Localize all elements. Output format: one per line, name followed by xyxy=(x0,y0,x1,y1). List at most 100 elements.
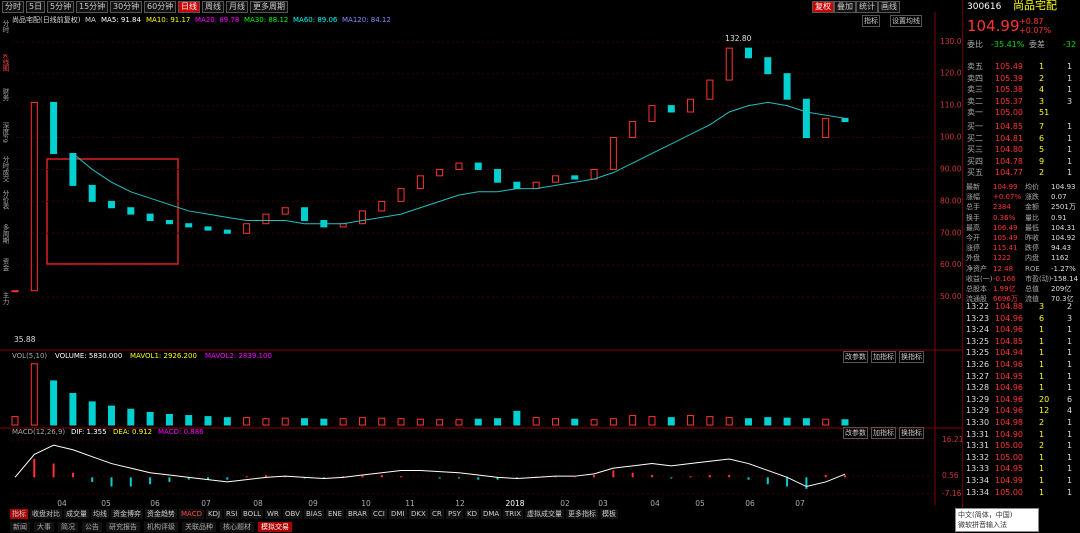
candle xyxy=(397,188,405,202)
indicator-tab[interactable]: DMI xyxy=(389,509,407,519)
indicator-tab[interactable]: DMA xyxy=(481,509,502,519)
tool-button[interactable]: 叠加 xyxy=(834,1,856,13)
volume-bar xyxy=(339,418,347,426)
side-tab[interactable]: 分时成交 xyxy=(1,156,9,182)
indicator-tab[interactable]: CR xyxy=(430,509,444,519)
indicator-tab[interactable]: 资金趋势 xyxy=(145,509,177,519)
level-count: 1 xyxy=(1067,73,1073,83)
indicator-tab[interactable]: CCI xyxy=(371,509,387,519)
indicator-tab[interactable]: 收盘对比 xyxy=(30,509,62,519)
indicator-tab[interactable]: 均线 xyxy=(91,509,109,519)
pane-button[interactable]: 加指标 xyxy=(871,351,896,363)
volume-bar xyxy=(687,415,695,426)
volume-bar xyxy=(667,417,675,426)
candle xyxy=(223,229,231,234)
pane-button[interactable]: 加指标 xyxy=(871,427,896,439)
side-tab[interactable]: 资金 xyxy=(1,258,9,271)
volume-bar xyxy=(725,417,733,426)
candle xyxy=(802,98,810,139)
period-tab[interactable]: 60分钟 xyxy=(144,1,177,13)
ime-text: 微软拼音输入法 xyxy=(958,521,1007,529)
side-tab[interactable]: 财务 xyxy=(1,88,9,101)
bottom-tab[interactable]: 关联品种 xyxy=(182,522,216,532)
period-tab[interactable]: 日线 xyxy=(178,1,200,13)
period-tab[interactable]: 更多周期 xyxy=(250,1,288,13)
indicator-tab[interactable]: PSY xyxy=(446,509,463,519)
indicator-tab[interactable]: 指标 xyxy=(10,509,28,519)
indicator-tab[interactable]: 成交量 xyxy=(64,509,89,519)
indicator-tab[interactable]: BOLL xyxy=(241,509,263,519)
y-tick-label: 0.56 xyxy=(942,471,959,480)
bottom-tab[interactable]: 公告 xyxy=(82,522,102,532)
tool-button[interactable]: 画线 xyxy=(878,1,900,13)
period-tab[interactable]: 月线 xyxy=(226,1,248,13)
level-volume: 9 xyxy=(1039,156,1045,166)
period-tab[interactable]: 周线 xyxy=(202,1,224,13)
volume-bar xyxy=(648,416,656,426)
bottom-tab[interactable]: 模拟交易 xyxy=(258,522,292,532)
side-tab[interactable]: 主力 xyxy=(1,292,9,305)
stat-value: 2384 xyxy=(993,203,1011,212)
side-tab[interactable]: 深度F9 xyxy=(1,122,9,143)
y-tick-label: -7.16 xyxy=(942,489,962,498)
period-tab[interactable]: 分时 xyxy=(2,1,24,13)
indicator-tab[interactable]: 模板 xyxy=(600,509,618,519)
indicator-tab[interactable]: ENE xyxy=(326,509,345,519)
stat-value: 106.49 xyxy=(993,223,1018,232)
volume-bar xyxy=(50,380,58,426)
indicator-tab[interactable]: OBV xyxy=(283,509,302,519)
wb-value: -35.41% xyxy=(991,40,1025,49)
indicator-tab[interactable]: 资金博弈 xyxy=(111,509,143,519)
bottom-tab[interactable]: 机构评级 xyxy=(144,522,178,532)
trade-volume: 1 xyxy=(1039,476,1045,485)
pane-button[interactable]: 换指标 xyxy=(899,351,924,363)
side-tab[interactable]: 分价表 xyxy=(1,190,9,210)
volume-bar xyxy=(30,363,38,426)
volume-bar xyxy=(88,401,96,426)
trade-price: 105.00 xyxy=(995,452,1023,462)
indicator-tab[interactable]: DKX xyxy=(409,509,428,519)
stat-value: 1.99亿 xyxy=(993,285,1016,293)
volume-bar xyxy=(358,417,366,426)
pane-button[interactable]: 改参数 xyxy=(843,427,868,439)
indicator-tab[interactable]: 更多指标 xyxy=(566,509,598,519)
period-tab[interactable]: 15分钟 xyxy=(76,1,109,13)
indicator-tab[interactable]: KD xyxy=(465,509,479,519)
chart-button[interactable]: 设置均线 xyxy=(890,15,922,27)
period-tab[interactable]: 5分钟 xyxy=(47,1,75,13)
indicator-tab[interactable]: MACD xyxy=(179,509,204,519)
bottom-tab[interactable]: 新闻 xyxy=(10,522,30,532)
pane-button[interactable]: 换指标 xyxy=(899,427,924,439)
indicator-tab[interactable]: KDJ xyxy=(206,509,223,519)
bottom-tab[interactable]: 大事 xyxy=(34,522,54,532)
side-tab[interactable]: K线图 xyxy=(1,54,9,72)
tool-button[interactable]: 统计 xyxy=(856,1,878,13)
stat-value: 115.41 xyxy=(993,244,1018,253)
trade-count: 4 xyxy=(1067,406,1073,416)
x-tick-label: 05 xyxy=(101,499,111,508)
x-tick-label: 11 xyxy=(405,499,415,508)
bottom-tab[interactable]: 研究报告 xyxy=(106,522,140,532)
indicator-tab[interactable]: RSI xyxy=(224,509,240,519)
period-tab[interactable]: 30分钟 xyxy=(110,1,143,13)
chart-button[interactable]: 指标 xyxy=(862,15,880,27)
period-tab[interactable]: 5日 xyxy=(26,1,46,13)
side-tab[interactable]: 分时 xyxy=(1,20,9,33)
indicator-tab[interactable]: WR xyxy=(265,509,281,519)
indicator-tab[interactable]: BIAS xyxy=(304,509,325,519)
volume-bar xyxy=(416,418,424,426)
indicator-tab[interactable]: TRIX xyxy=(503,509,523,519)
tool-button[interactable]: 复权 xyxy=(812,1,834,13)
side-tab[interactable]: 多周期 xyxy=(1,224,9,244)
volume-bar xyxy=(513,410,521,426)
candle xyxy=(629,121,637,139)
indicator-tab[interactable]: BRAR xyxy=(346,509,370,519)
indicator-tab[interactable]: 虚拟成交量 xyxy=(525,509,564,519)
trade-time: 13:28 xyxy=(966,383,990,393)
candle xyxy=(841,117,849,123)
ma-legend: MA xyxy=(85,16,96,24)
bottom-tab[interactable]: 简况 xyxy=(58,522,78,532)
pane-button[interactable]: 改参数 xyxy=(843,351,868,363)
bottom-tab[interactable]: 核心题材 xyxy=(220,522,254,532)
